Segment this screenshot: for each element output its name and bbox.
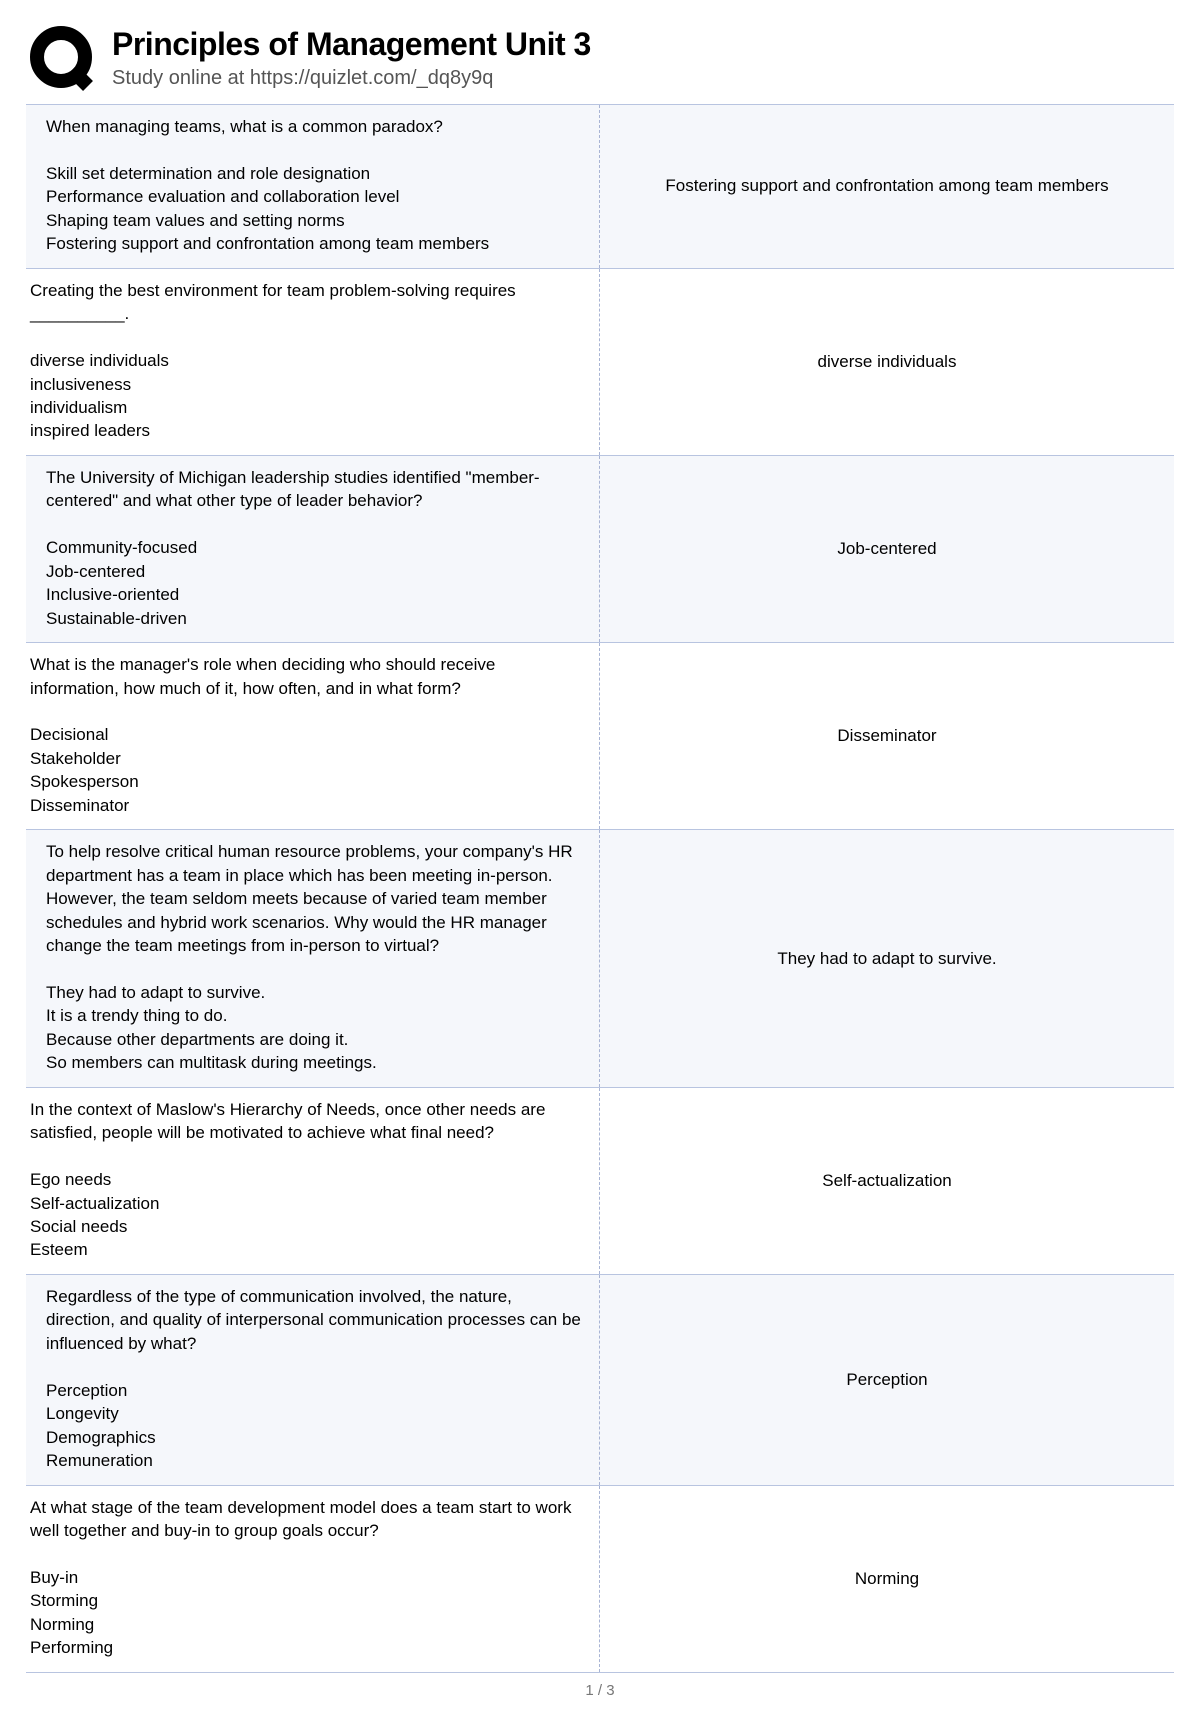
flashcard-row: The University of Michigan leadership st… [26, 455, 1174, 642]
answer-cell: Fostering support and confrontation amon… [600, 105, 1174, 268]
question-cell: When managing teams, what is a common pa… [26, 105, 600, 268]
question-cell: To help resolve critical human resource … [26, 830, 600, 1087]
question-text: In the context of Maslow's Hierarchy of … [30, 1100, 550, 1260]
answer-cell: Self-actualization [600, 1088, 1174, 1274]
answer-cell: They had to adapt to survive. [600, 830, 1174, 1087]
question-text: The University of Michigan leadership st… [46, 468, 540, 628]
flashcard-row: In the context of Maslow's Hierarchy of … [26, 1087, 1174, 1274]
answer-cell: Disseminator [600, 643, 1174, 829]
answer-cell: Perception [600, 1275, 1174, 1485]
page-indicator: 1 / 3 [0, 1682, 1200, 1699]
header-text: Principles of Management Unit 3 Study on… [112, 24, 591, 90]
question-text: To help resolve critical human resource … [46, 842, 577, 1072]
flashcard-table: When managing teams, what is a common pa… [26, 104, 1174, 1673]
question-cell: The University of Michigan leadership st… [26, 456, 600, 642]
question-text: When managing teams, what is a common pa… [46, 117, 489, 253]
flashcard-row: At what stage of the team development mo… [26, 1485, 1174, 1673]
question-cell: In the context of Maslow's Hierarchy of … [26, 1088, 600, 1274]
answer-text: They had to adapt to survive. [777, 949, 996, 969]
answer-text: Fostering support and confrontation amon… [665, 176, 1108, 196]
flashcard-row: Regardless of the type of communication … [26, 1274, 1174, 1485]
question-cell: Creating the best environment for team p… [26, 269, 600, 455]
answer-text: Self-actualization [822, 1171, 951, 1191]
page: Principles of Management Unit 3 Study on… [0, 0, 1200, 1713]
question-text: At what stage of the team development mo… [30, 1498, 576, 1658]
header: Principles of Management Unit 3 Study on… [26, 24, 1174, 94]
question-text: What is the manager's role when deciding… [30, 655, 500, 815]
answer-text: Norming [855, 1569, 919, 1589]
flashcard-row: Creating the best environment for team p… [26, 268, 1174, 455]
quizlet-logo-icon [26, 24, 96, 94]
answer-cell: Norming [600, 1486, 1174, 1672]
answer-cell: diverse individuals [600, 269, 1174, 455]
answer-text: Disseminator [837, 726, 936, 746]
question-cell: Regardless of the type of communication … [26, 1275, 600, 1485]
answer-text: Job-centered [837, 539, 936, 559]
flashcard-row: What is the manager's role when deciding… [26, 642, 1174, 829]
page-subtitle: Study online at https://quizlet.com/_dq8… [112, 67, 591, 90]
answer-text: Perception [846, 1370, 927, 1390]
question-text: Regardless of the type of communication … [46, 1287, 586, 1470]
question-text: Creating the best environment for team p… [30, 281, 520, 441]
question-cell: What is the manager's role when deciding… [26, 643, 600, 829]
question-cell: At what stage of the team development mo… [26, 1486, 600, 1672]
flashcard-row: When managing teams, what is a common pa… [26, 104, 1174, 268]
answer-text: diverse individuals [818, 352, 957, 372]
flashcard-row: To help resolve critical human resource … [26, 829, 1174, 1087]
page-title: Principles of Management Unit 3 [112, 26, 591, 63]
answer-cell: Job-centered [600, 456, 1174, 642]
